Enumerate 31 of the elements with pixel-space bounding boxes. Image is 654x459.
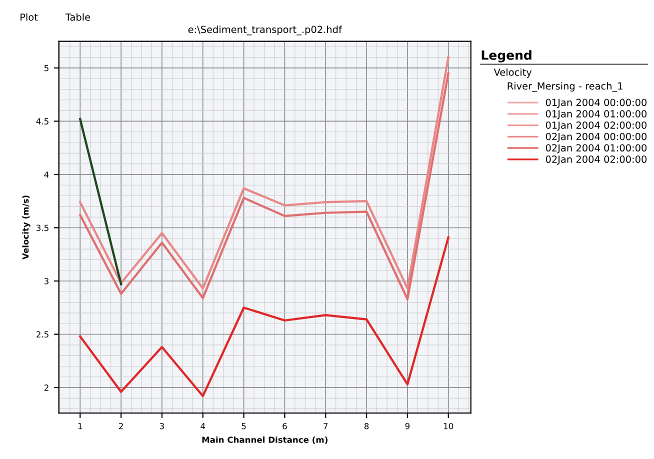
legend-title: Legend [482, 50, 532, 62]
x-tick-label: 7 [324, 423, 328, 430]
legend-label: 02Jan 2004 02:00:00 [546, 156, 647, 165]
y-tick-label: 3.5 [36, 224, 48, 232]
x-tick-label: 3 [160, 422, 164, 430]
text: Table [65, 13, 90, 21]
chart-title: e:\Sediment_transport_.p02.hdf [188, 26, 342, 36]
legend-label: 01Jan 2004 02:00:00 [546, 121, 647, 131]
y-tick-label: 4.5 [36, 118, 48, 124]
legend-label: 02Jan 2004 00:00:00 [546, 132, 647, 142]
x-tick-label: 9 [405, 422, 410, 430]
x-axis-title: Main Channel Distance (m) [202, 436, 328, 444]
x-tick-label: 8 [364, 422, 369, 430]
y-tick-label: 3 [44, 278, 48, 284]
legend-label: 02Jan 2004 01:00:00 [546, 144, 647, 154]
x-tick-label: 2 [119, 422, 123, 430]
legend-label: 01Jan 2004 01:00:00 [546, 110, 647, 120]
legend-label: 01Jan 2004 00:00:00 [546, 98, 647, 108]
y-axis-title: Velocity (m/s) [22, 196, 30, 260]
x-tick-label: 10 [444, 422, 454, 430]
text: Plot [20, 13, 38, 21]
text: River_Mersing - reach_1 [508, 82, 622, 92]
y-tick-label: 5 [44, 65, 48, 72]
y-tick-label: 2 [44, 384, 48, 391]
x-tick-label: 6 [282, 422, 287, 430]
x-tick-label: 1 [78, 423, 82, 430]
y-tick-label: 4 [44, 172, 49, 178]
x-tick-label: 5 [242, 423, 246, 430]
text: Velocity [494, 68, 532, 78]
y-tick-label: 2.5 [36, 331, 48, 338]
x-tick-label: 4 [200, 423, 206, 430]
